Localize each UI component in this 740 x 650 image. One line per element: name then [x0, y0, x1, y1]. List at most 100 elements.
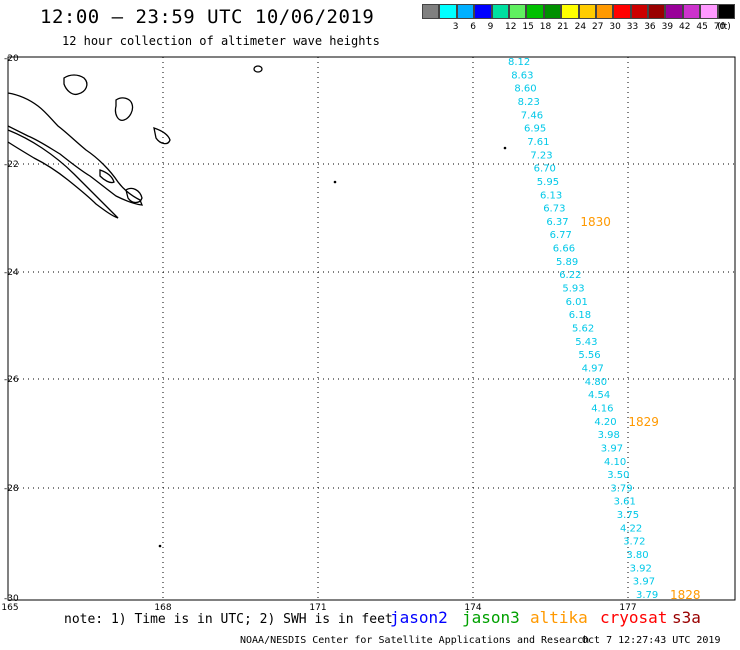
legend-swatch — [613, 4, 631, 19]
swh-value: 8.12 — [508, 57, 530, 68]
legend-swatch — [491, 4, 509, 19]
coastline — [7, 65, 263, 219]
pass-time-label: 1828 — [670, 588, 701, 602]
lat-label-22: -22 — [4, 160, 19, 170]
swh-value: 4.10 — [604, 457, 626, 468]
swh-value: 5.56 — [578, 350, 600, 361]
map-frame — [7, 56, 736, 601]
legend-labels: 3 6 9 12 15 18 21 24 27 30 33 36 39 42 45 70 (ft) — [422, 20, 735, 34]
legend-swatches — [422, 4, 736, 20]
legend-swatch — [578, 4, 596, 19]
swh-value: 3.97 — [601, 443, 623, 454]
lon-label-171: 171 — [309, 603, 326, 613]
map-title: 12:00 – 23:59 UTC 10/06/2019 — [40, 6, 375, 28]
legend-swatch — [717, 4, 736, 19]
legend-label: 70 — [713, 22, 726, 32]
legend-label: 21 — [557, 22, 569, 32]
lat-label-28: -28 — [4, 484, 19, 494]
legend-label: 18 — [539, 22, 552, 32]
satellite-s3a: s3a — [672, 608, 701, 627]
swh-value: 3.98 — [598, 430, 620, 441]
swh-value: 6.18 — [569, 310, 591, 321]
legend-swatch — [665, 4, 683, 19]
pass-time-label: 1829 — [628, 415, 659, 429]
legend-swatch — [422, 4, 440, 19]
swh-value: 3.97 — [633, 577, 655, 588]
swh-value: 8.63 — [511, 70, 533, 81]
swh-value: 5.95 — [537, 177, 559, 188]
legend-swatch — [439, 4, 457, 19]
satellite-jason2: jason2 — [390, 608, 448, 627]
generated-time: Oct 7 12:27:43 UTC 2019 — [582, 635, 721, 646]
wave-height-legend: 3 6 9 12 15 18 21 24 27 30 33 36 39 42 45 70 (ft) — [422, 4, 736, 34]
swh-value: 3.79 — [610, 483, 632, 494]
credit-text: NOAA/NESDIS Center for Satellite Applica… — [240, 635, 590, 646]
legend-unit: (ft) — [717, 22, 731, 32]
swh-value: 6.13 — [540, 190, 562, 201]
swh-track: 8.12 8.63 8.60 8.23 7.46 6.95 7.61 7.23 6.70 5.95… — [508, 57, 658, 601]
swh-value: 4.20 — [594, 417, 616, 428]
legend-swatch — [561, 4, 579, 19]
swh-value: 8.60 — [514, 84, 536, 95]
swh-value: 6.77 — [550, 230, 572, 241]
swh-value: 3.61 — [614, 497, 636, 508]
latitude-gridlines — [8, 163, 735, 489]
pass-time-label: 1830 — [580, 215, 611, 229]
swh-value: 8.23 — [518, 97, 540, 108]
latitude-labels: -20 -22 -24 -26 -28 -30 — [4, 54, 19, 604]
legend-swatch — [700, 4, 718, 19]
swh-value: 4.54 — [588, 390, 610, 401]
swh-value: 3.72 — [623, 537, 645, 548]
swh-value: 3.80 — [626, 550, 648, 561]
legend-swatch — [474, 4, 492, 19]
swh-value: 6.37 — [546, 217, 568, 228]
legend-label: 12 — [505, 22, 517, 32]
swh-value: 6.01 — [566, 297, 588, 308]
longitude-gridlines — [162, 57, 629, 600]
satellite-cryosat: cryosat — [600, 608, 668, 627]
legend-label: 33 — [626, 22, 639, 32]
small-islands — [158, 146, 507, 548]
footer-note: note: 1) Time is in UTC; 2) SWH is in fe… — [64, 612, 393, 627]
pass-time-labels: 1830 1829 1828 — [580, 215, 700, 602]
legend-label: 6 — [470, 22, 476, 32]
swh-value: 7.61 — [527, 137, 549, 148]
legend-label: 27 — [592, 22, 604, 32]
legend-label: 24 — [574, 22, 587, 32]
lat-label-30: -30 — [4, 594, 19, 604]
satellite-jason3: jason3 — [462, 608, 520, 627]
legend-swatch — [508, 4, 527, 19]
longitude-labels: 165 168 171 174 177 — [1, 603, 636, 613]
swh-value: 4.80 — [585, 377, 607, 388]
lon-label-168: 168 — [154, 603, 171, 613]
swh-value: 6.95 — [524, 124, 546, 135]
swh-value: 7.23 — [530, 150, 552, 161]
legend-swatch — [456, 4, 475, 19]
swh-value: 3.50 — [607, 470, 629, 481]
swh-value: 4.97 — [582, 364, 604, 375]
lat-label-26: -26 — [4, 375, 19, 385]
swh-value: 4.22 — [620, 523, 642, 534]
legend-swatch — [595, 4, 614, 19]
lon-label-165: 165 — [1, 603, 18, 613]
legend-swatch — [648, 4, 666, 19]
swh-value: 4.16 — [591, 403, 613, 414]
legend-swatch — [682, 4, 701, 19]
swh-value: 5.89 — [556, 257, 578, 268]
swh-value: 5.43 — [575, 337, 597, 348]
lon-label-174: 174 — [464, 603, 481, 613]
swh-value: 6.66 — [553, 244, 575, 255]
legend-swatch — [526, 4, 544, 19]
lat-label-24: -24 — [4, 268, 19, 278]
lat-label-20: -20 — [4, 54, 19, 64]
legend-label: 36 — [644, 22, 656, 32]
legend-label: 39 — [661, 22, 674, 32]
swh-value: 5.62 — [572, 324, 594, 335]
legend-label: 45 — [696, 22, 708, 32]
swh-value: 3.79 — [636, 590, 658, 601]
swh-value: 6.73 — [543, 204, 565, 215]
swh-value: 6.70 — [534, 164, 556, 175]
legend-swatch — [543, 4, 562, 19]
satellite-altika: altika — [530, 608, 588, 627]
